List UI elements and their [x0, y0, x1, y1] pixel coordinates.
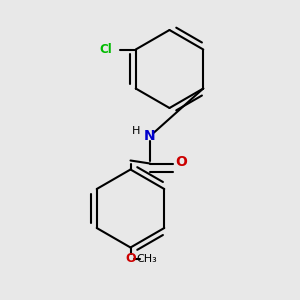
- Text: H: H: [132, 126, 141, 136]
- Text: N: N: [144, 130, 156, 143]
- Text: CH₃: CH₃: [136, 254, 158, 264]
- Text: O: O: [125, 252, 136, 266]
- Text: O: O: [176, 155, 188, 169]
- Text: Cl: Cl: [99, 43, 112, 56]
